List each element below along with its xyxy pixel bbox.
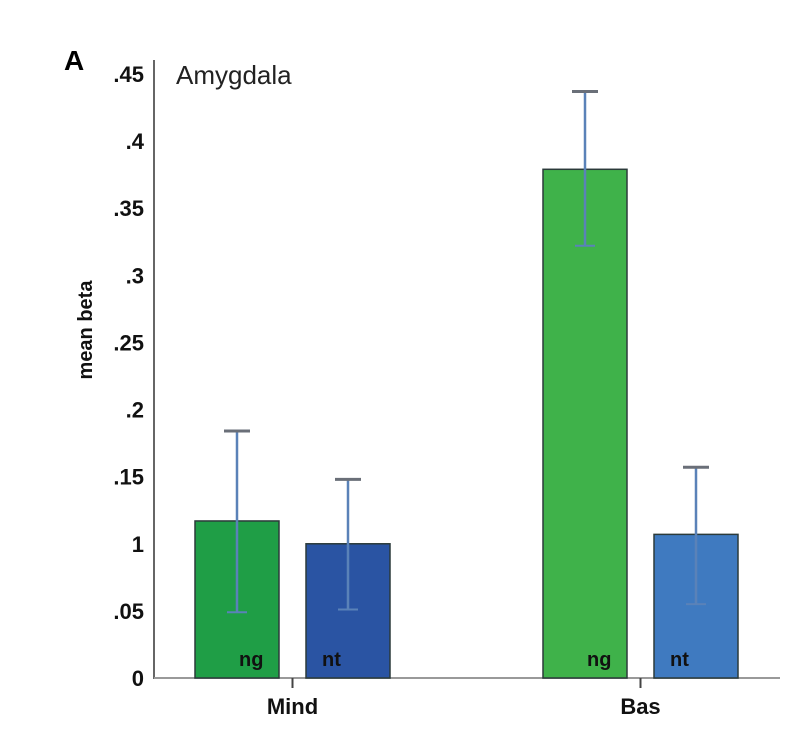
y-tick-label: .2 — [126, 398, 144, 423]
bar-label-nt: nt — [322, 649, 341, 671]
y-axis-ticks: 0 .05 1 .15 .2 .25 .3 .35 .4 .45 — [113, 62, 144, 691]
bar-ng-bas — [542, 168, 628, 679]
bar-label-ng: ng — [239, 649, 263, 671]
y-tick-label: .3 — [126, 263, 144, 288]
bars-group: ng nt ng nt — [194, 89, 739, 679]
y-tick-label: 0 — [132, 666, 144, 691]
chart-title: Amygdala — [176, 60, 292, 90]
y-tick-label: .4 — [126, 129, 145, 154]
bar-label-ng: ng — [587, 649, 611, 671]
y-tick-label: .15 — [113, 465, 144, 490]
y-tick-label: 1 — [132, 532, 144, 557]
x-axis-categories: Mind Bas — [267, 678, 661, 719]
y-tick-label: .25 — [113, 330, 144, 355]
y-tick-label: .45 — [113, 62, 144, 87]
y-tick-label: .35 — [113, 196, 144, 221]
panel-label: A — [64, 45, 84, 76]
y-tick-label: .05 — [113, 599, 144, 624]
bar-label-nt: nt — [670, 649, 689, 671]
x-category-label: Bas — [620, 694, 660, 719]
bar-nt-mind — [305, 543, 391, 679]
y-axis-label: mean beta — [75, 280, 97, 380]
x-category-label: Mind — [267, 694, 318, 719]
